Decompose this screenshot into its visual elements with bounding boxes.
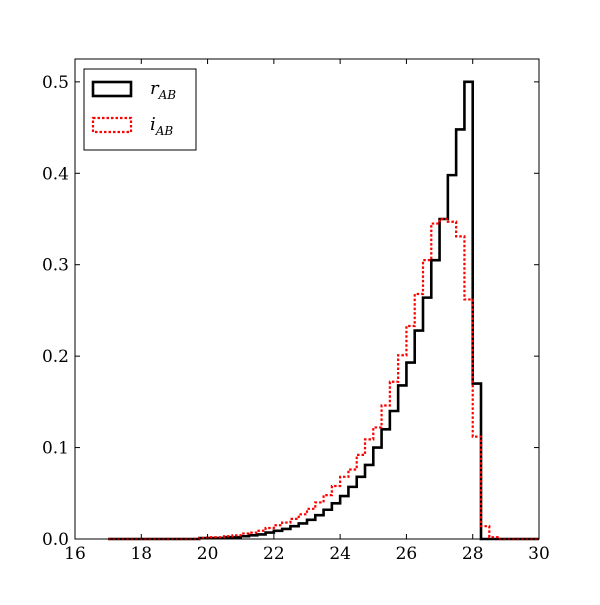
x-tick-label: 20 <box>197 544 219 564</box>
legend: rAB iAB <box>83 68 197 151</box>
legend-label-i: iAB <box>150 114 173 138</box>
ticks-layer: 16 18 20 22 24 26 28 30 0.0 0.1 0.2 0.3 0.4 0.5 <box>42 59 550 564</box>
y-tick-label: 0.1 <box>42 439 69 459</box>
x-tick-label: 30 <box>528 544 550 564</box>
series-line-i-AB <box>108 217 539 541</box>
legend-swatch-r <box>91 80 133 98</box>
x-tick-label: 26 <box>396 544 418 564</box>
y-tick-label: 0.3 <box>42 256 69 276</box>
series-layer <box>108 80 539 541</box>
y-tick-label: 0.5 <box>42 73 69 93</box>
y-tick-label: 0.4 <box>42 164 69 184</box>
y-tick-label: 0.0 <box>42 530 69 550</box>
x-tick-label: 24 <box>329 544 351 564</box>
x-tick-label: 16 <box>64 544 86 564</box>
x-tick-label: 22 <box>263 544 285 564</box>
x-tick-label: 18 <box>130 544 152 564</box>
x-tick-label: 28 <box>462 544 484 564</box>
legend-swatch-i <box>91 116 133 134</box>
axes-frame <box>74 58 540 540</box>
legend-label-r: rAB <box>150 78 176 102</box>
y-tick-label: 0.2 <box>42 347 69 367</box>
